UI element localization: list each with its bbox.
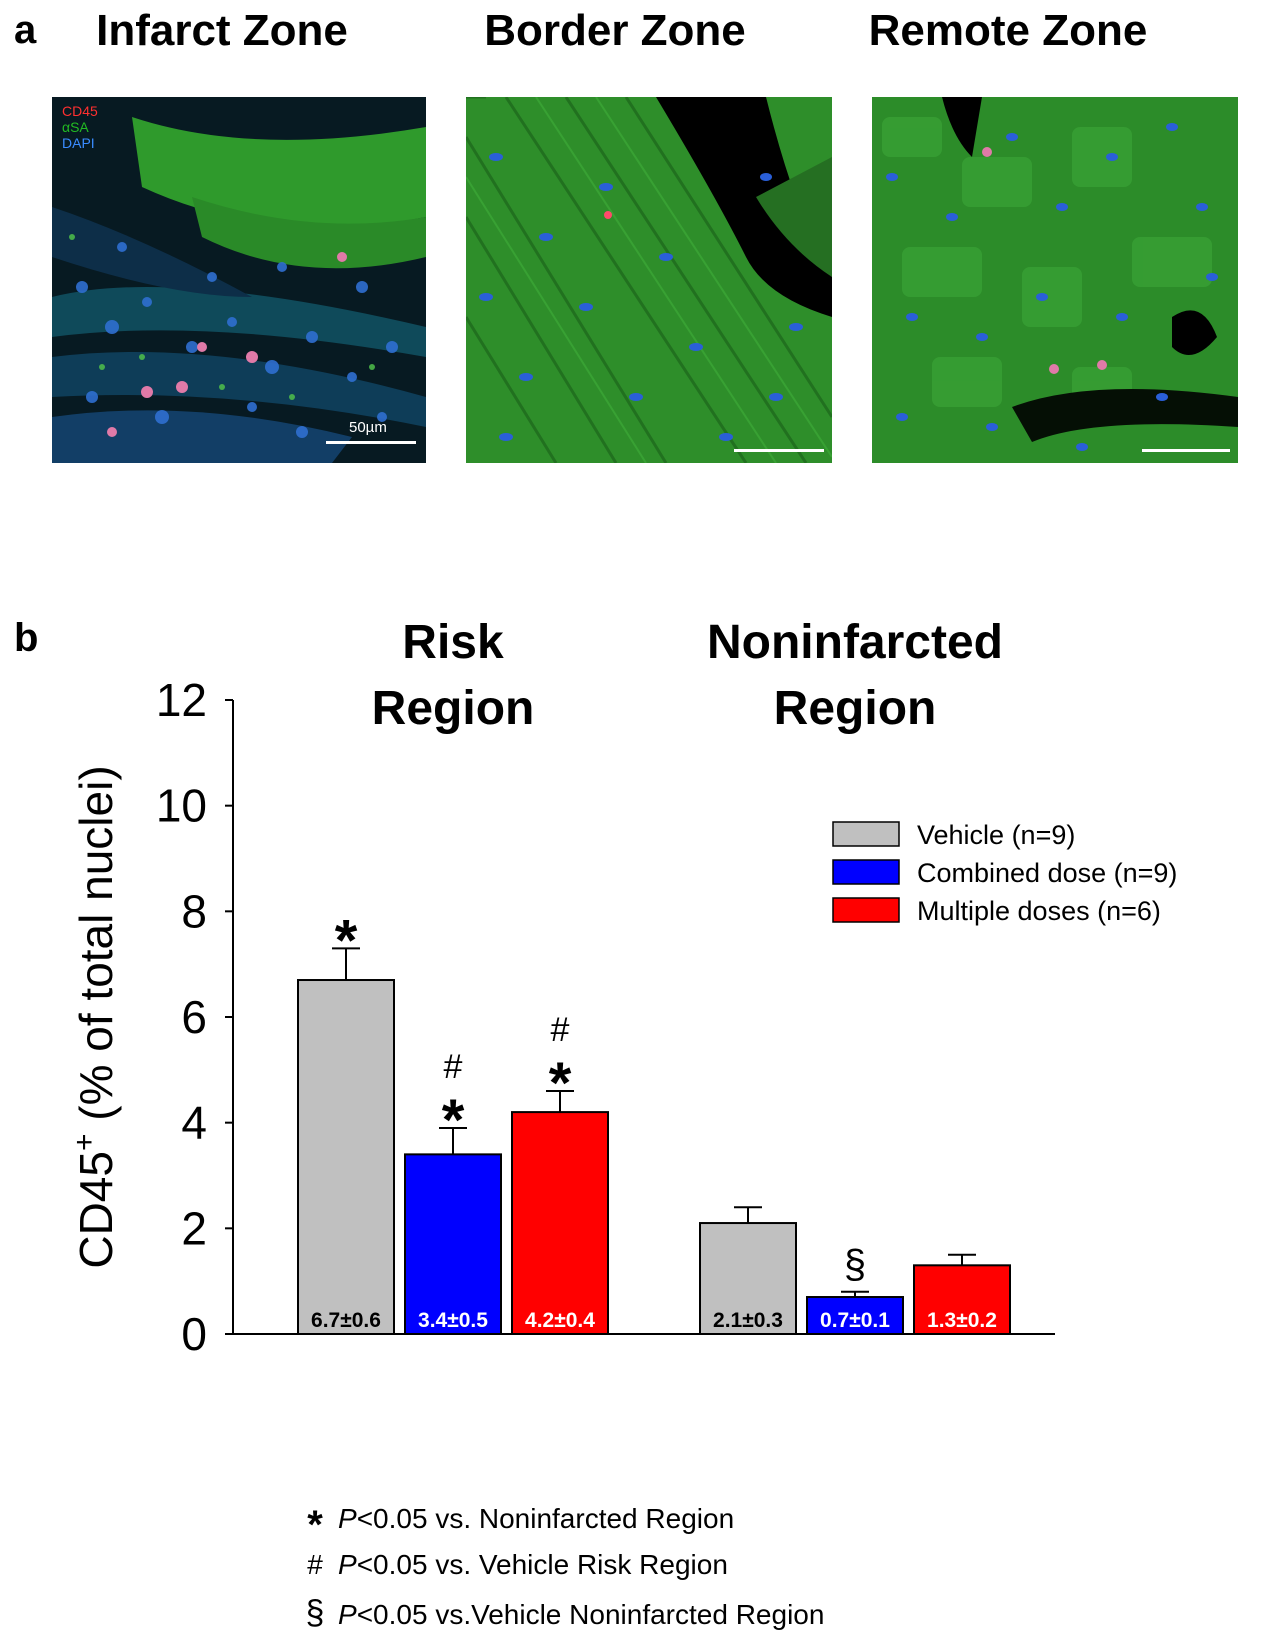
y-tick-label: 6: [181, 991, 207, 1043]
footnote-hash-text: <0.05 vs. Vehicle Risk Region: [356, 1549, 728, 1580]
legend-swatch-0: [832, 821, 900, 847]
significance-mark: §: [844, 1243, 866, 1287]
legend-swatch-1: [832, 859, 900, 885]
stain-label-dapi: DAPI: [62, 135, 95, 151]
group-title-1-line-0: Noninfarcted: [707, 616, 1003, 669]
y-axis-label: CD45+ (% of total nuclei): [68, 765, 122, 1268]
footnote-star-symbol: *: [307, 1503, 323, 1547]
bar-multiple-group-0: [511, 1111, 609, 1335]
bar-value-label: 2.1±0.3: [713, 1309, 783, 1332]
infarct-zone-micrograph: CD45 αSA DAPI 50µm: [52, 97, 426, 463]
border-zone-micrograph: [466, 97, 832, 463]
footnote-section-symbol: §: [305, 1594, 325, 1632]
infarct-zone-title: Infarct Zone: [96, 6, 348, 55]
significance-mark: #: [551, 1011, 570, 1049]
remote-zone-micrograph: [872, 97, 1238, 463]
footnote-hash-p: P: [338, 1549, 357, 1580]
bar-combined-group-0: [404, 1153, 502, 1335]
footnote-star: * P<0.05 vs. Noninfarcted Region: [292, 1503, 735, 1547]
panel-a-letter: a: [14, 8, 37, 52]
group-title-1-line-1: Region: [774, 682, 937, 735]
footnote-section-text: <0.05 vs.Vehicle Noninfarcted Region: [356, 1599, 825, 1630]
y-tick-label: 8: [181, 885, 207, 937]
stain-label-asa: αSA: [62, 119, 89, 135]
footnote-star-p: P: [338, 1503, 357, 1534]
group-title-0-line-1: Region: [372, 682, 535, 735]
legend-label-2: Multiple doses (n=6): [917, 896, 1161, 926]
bar-vehicle-group-0: [297, 979, 395, 1335]
cd45-bar-chart: 0 2 4 6 8 10 12 CD45+ (% of total nuclei) Risk Re…: [68, 616, 1177, 1360]
significance-mark: *: [335, 908, 358, 973]
y-tick-label: 2: [181, 1202, 207, 1254]
bar-value-label: 3.4±0.5: [418, 1309, 488, 1332]
significance-mark: *: [549, 1051, 572, 1116]
remote-zone-title: Remote Zone: [868, 6, 1148, 55]
significance-mark: *: [442, 1088, 465, 1153]
bar-vehicle-group-1: [699, 1222, 797, 1335]
bar-value-label: 4.2±0.4: [525, 1309, 595, 1332]
y-tick-label: 10: [156, 780, 207, 832]
y-tick-label: 4: [181, 1097, 207, 1149]
footnote-hash-symbol: #: [307, 1549, 323, 1580]
group-title-0-line-0: Risk: [402, 616, 504, 669]
footnote-hash: # P<0.05 vs. Vehicle Risk Region: [292, 1549, 728, 1589]
stain-label-cd45: CD45: [62, 103, 98, 119]
legend-label-1: Combined dose (n=9): [917, 858, 1177, 888]
panel-b-letter: b: [14, 616, 39, 660]
bar-value-label: 0.7±0.1: [820, 1309, 890, 1332]
scale-bar-label: 50µm: [349, 419, 387, 436]
legend-label-0: Vehicle (n=9): [917, 820, 1075, 850]
bar-value-label: 1.3±0.2: [927, 1309, 997, 1332]
y-tick-label: 0: [181, 1308, 207, 1360]
footnote-section: § P<0.05 vs.Vehicle Noninfarcted Region: [292, 1594, 825, 1634]
footnote-section-p: P: [338, 1599, 357, 1630]
significance-mark: #: [444, 1048, 463, 1086]
bar-value-label: 6.7±0.6: [311, 1309, 381, 1332]
y-tick-label: 12: [156, 674, 207, 726]
border-zone-title: Border Zone: [484, 6, 746, 55]
bar-combined-group-1: [806, 1296, 904, 1335]
footnote-star-text: <0.05 vs. Noninfarcted Region: [356, 1503, 735, 1534]
legend-swatch-2: [832, 897, 900, 923]
